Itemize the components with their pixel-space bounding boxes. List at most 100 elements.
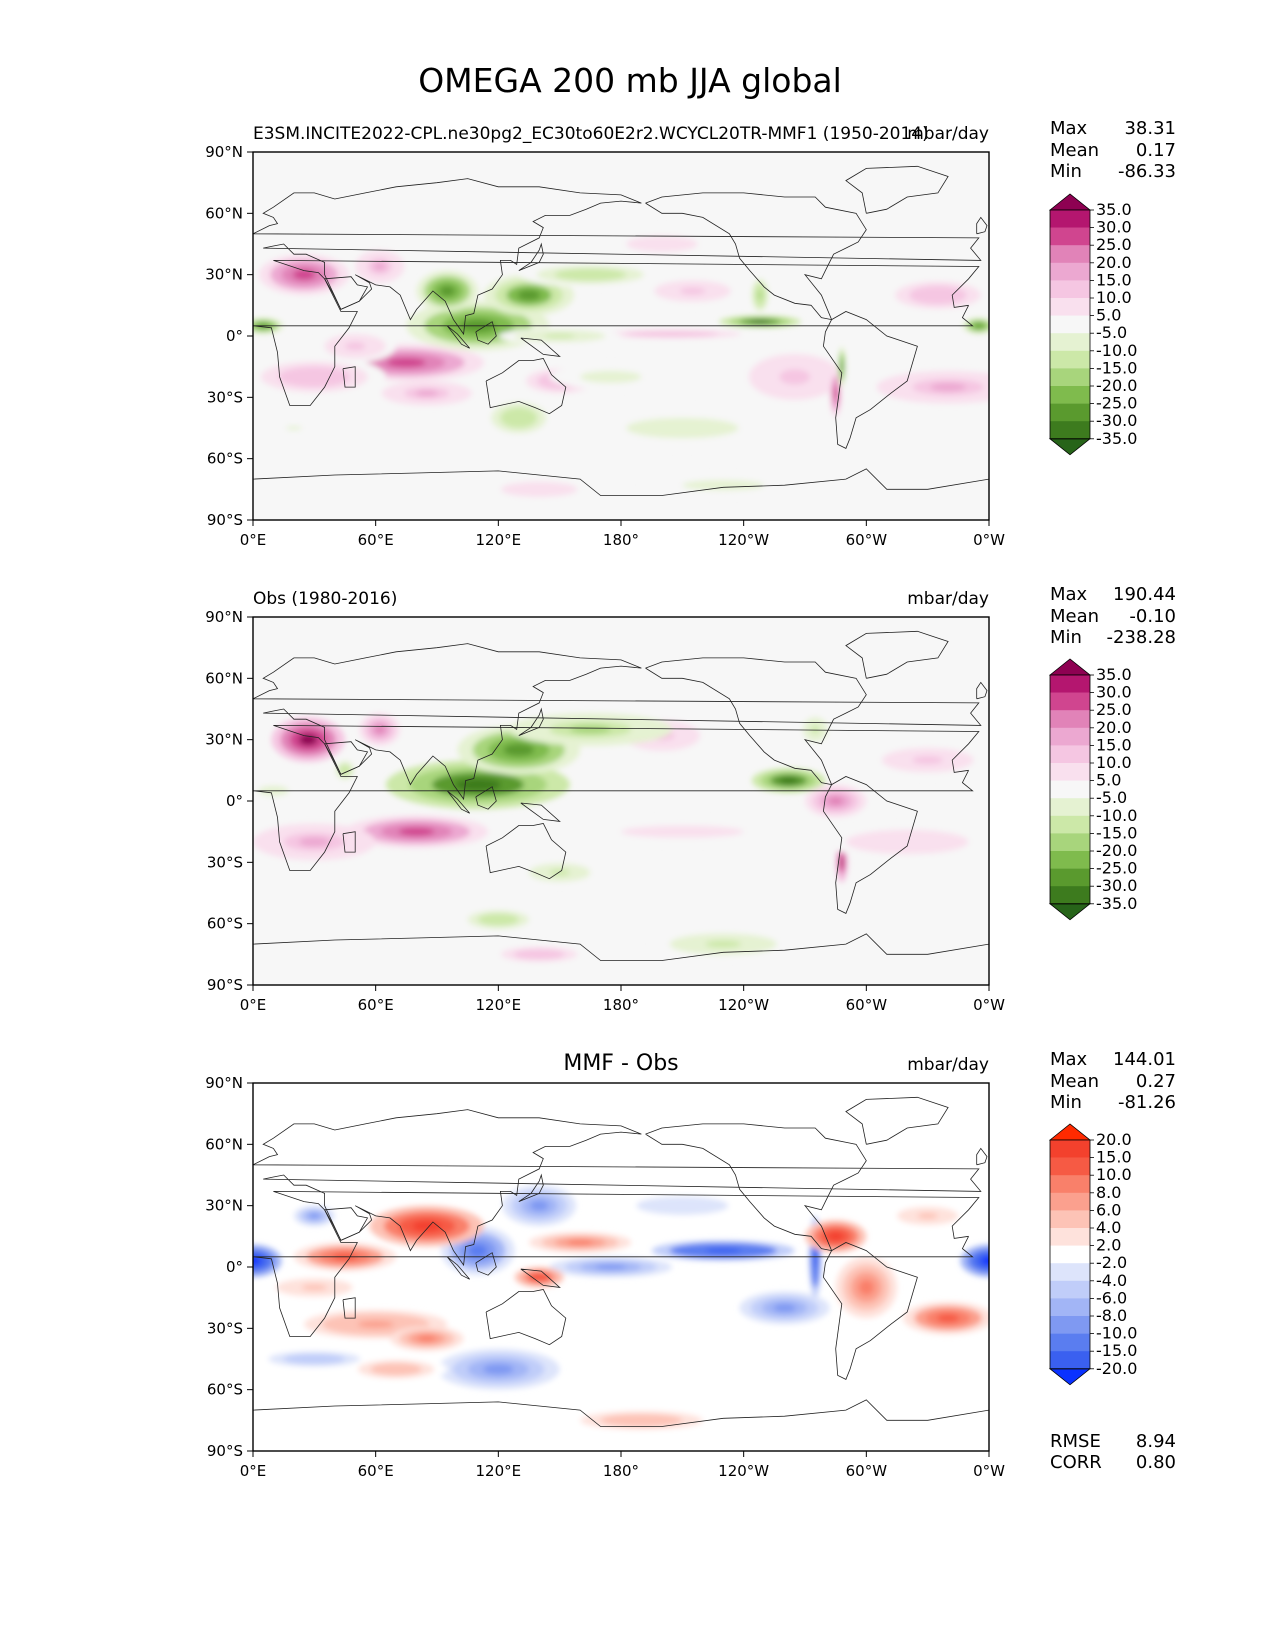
lat-tick-label: 90°N bbox=[205, 608, 243, 626]
colorbar-bin bbox=[1050, 333, 1090, 352]
field-region bbox=[567, 1239, 593, 1246]
field-region bbox=[811, 725, 820, 734]
lon-tick-label: 120°E bbox=[476, 531, 522, 549]
coastline bbox=[520, 802, 561, 822]
lon-tick-label: 60°W bbox=[846, 1462, 888, 1480]
colorbar-tick-label: -20.0 bbox=[1096, 1359, 1137, 1378]
colorbar-tick-label: -2.0 bbox=[1096, 1253, 1127, 1272]
colorbar-bin bbox=[1050, 368, 1090, 387]
colorbar-bin bbox=[1050, 298, 1090, 316]
colorbar-tick-label: -25.0 bbox=[1096, 394, 1137, 413]
field-region bbox=[386, 357, 426, 368]
coastline bbox=[324, 741, 369, 775]
colorbar-bin bbox=[1050, 315, 1090, 334]
lon-tick-label: 60°E bbox=[358, 531, 394, 549]
panel-obs-stats: Max 190.44 Mean -0.10 Min -238.28 bbox=[1050, 584, 1176, 648]
stat-rmse-label: RMSE bbox=[1050, 1431, 1101, 1452]
lon-tick-label: 60°E bbox=[358, 1462, 394, 1480]
colorbar-tick-label: 25.0 bbox=[1096, 700, 1132, 719]
lat-tick-label: 30°N bbox=[205, 266, 243, 284]
colorbar-tick-label: 8.0 bbox=[1096, 1183, 1121, 1202]
colorbar-bin bbox=[1050, 745, 1090, 764]
field-region bbox=[705, 1248, 742, 1254]
lat-tick-label: 90°S bbox=[207, 1442, 243, 1460]
coastline bbox=[485, 1289, 567, 1346]
lat-tick-label: 60°N bbox=[205, 1135, 243, 1153]
colorbar-tick-label: 10.0 bbox=[1096, 288, 1132, 307]
colorbar-bin bbox=[1050, 886, 1090, 905]
colorbar-tick-label: 35.0 bbox=[1096, 665, 1132, 684]
lon-tick-label: 180° bbox=[603, 996, 639, 1014]
coastline bbox=[253, 1109, 982, 1267]
colorbar-tick-label: 15.0 bbox=[1096, 270, 1132, 289]
colorbar-outline bbox=[1049, 674, 1091, 905]
coastline bbox=[253, 933, 989, 961]
field-region bbox=[345, 342, 366, 351]
coastline bbox=[475, 786, 497, 810]
coastline bbox=[253, 1191, 980, 1337]
colorbar-extend-min bbox=[1048, 1368, 1092, 1386]
field-region bbox=[840, 361, 843, 372]
lat-tick-label: 60°N bbox=[205, 669, 243, 687]
colorbar-tick-label: -15.0 bbox=[1096, 358, 1137, 377]
field-region bbox=[439, 285, 455, 297]
colorbar-tick-label: -15.0 bbox=[1096, 823, 1137, 842]
colorbar-bin bbox=[1050, 386, 1090, 404]
panel-diff-stats: Max 144.01 Mean 0.27 Min -81.26 RMSE 8.9… bbox=[1050, 1049, 1176, 1473]
colorbar-tick-label: -4.0 bbox=[1096, 1271, 1127, 1290]
field-region bbox=[912, 756, 944, 765]
coastline bbox=[645, 1123, 867, 1252]
coastline bbox=[446, 1256, 471, 1280]
field-region bbox=[415, 390, 439, 397]
colorbar-bin bbox=[1050, 1280, 1090, 1299]
stat-max-value: 38.31 bbox=[1124, 118, 1176, 139]
map-plot-area bbox=[253, 617, 989, 985]
colorbar-tick-label: -15.0 bbox=[1096, 1341, 1137, 1360]
lat-tick-label: 30°N bbox=[205, 731, 243, 749]
stat-mean-value: 0.27 bbox=[1136, 1071, 1176, 1092]
field-region bbox=[468, 1244, 488, 1257]
panel-model: E3SM.INCITE2022-CPL.ne30pg2_EC30to60E2r2… bbox=[205, 124, 1005, 549]
field-region bbox=[299, 837, 330, 847]
colorbar-bin bbox=[1050, 1298, 1090, 1317]
colorbar-tick-label: 5.0 bbox=[1096, 306, 1121, 325]
colorbar-tick-label: -30.0 bbox=[1096, 411, 1137, 430]
panel-center-title: MMF - Obs bbox=[563, 1051, 678, 1076]
coastline bbox=[475, 321, 497, 345]
stat-max-label: Max bbox=[1050, 118, 1088, 139]
colorbar-obs: 35.030.025.020.015.010.05.0-5.0-10.0-15.… bbox=[1048, 658, 1137, 921]
field-region bbox=[834, 387, 838, 400]
coastline bbox=[253, 725, 980, 871]
lon-tick-label: 120°E bbox=[476, 1462, 522, 1480]
colorbar-tick-label: -20.0 bbox=[1096, 841, 1137, 860]
lat-tick-label: 0° bbox=[226, 327, 243, 345]
colorbar-tick-label: 25.0 bbox=[1096, 235, 1132, 254]
lat-tick-label: 90°N bbox=[205, 1074, 243, 1092]
lat-tick-label: 30°N bbox=[205, 1197, 243, 1215]
stat-min-label: Min bbox=[1050, 1092, 1082, 1113]
colorbar-bin bbox=[1050, 710, 1090, 729]
field-region bbox=[398, 827, 435, 836]
field-region bbox=[757, 291, 763, 300]
coastline bbox=[645, 192, 867, 321]
field-region bbox=[569, 725, 611, 734]
colorbar-bin bbox=[1050, 1333, 1090, 1352]
field-region bbox=[749, 320, 771, 324]
field-region bbox=[828, 1232, 844, 1241]
field-region bbox=[412, 1221, 442, 1232]
stat-corr-value: 0.80 bbox=[1136, 1452, 1176, 1473]
colorbar-tick-label: 4.0 bbox=[1096, 1218, 1121, 1237]
colorbar-tick-label: 20.0 bbox=[1096, 1130, 1132, 1149]
field-region bbox=[309, 1213, 320, 1219]
stat-min-value: -238.28 bbox=[1107, 627, 1176, 648]
colorbar-extend-min bbox=[1048, 903, 1092, 921]
colorbar-bin bbox=[1050, 1263, 1090, 1282]
stat-max-label: Max bbox=[1050, 1049, 1088, 1070]
panel-units: mbar/day bbox=[907, 589, 989, 609]
lon-tick-label: 120°W bbox=[718, 1462, 769, 1480]
field-region bbox=[373, 262, 386, 271]
field-region bbox=[679, 287, 706, 295]
colorbar-tick-label: -35.0 bbox=[1096, 429, 1137, 448]
coastline bbox=[253, 260, 980, 406]
coastline bbox=[324, 1207, 369, 1241]
